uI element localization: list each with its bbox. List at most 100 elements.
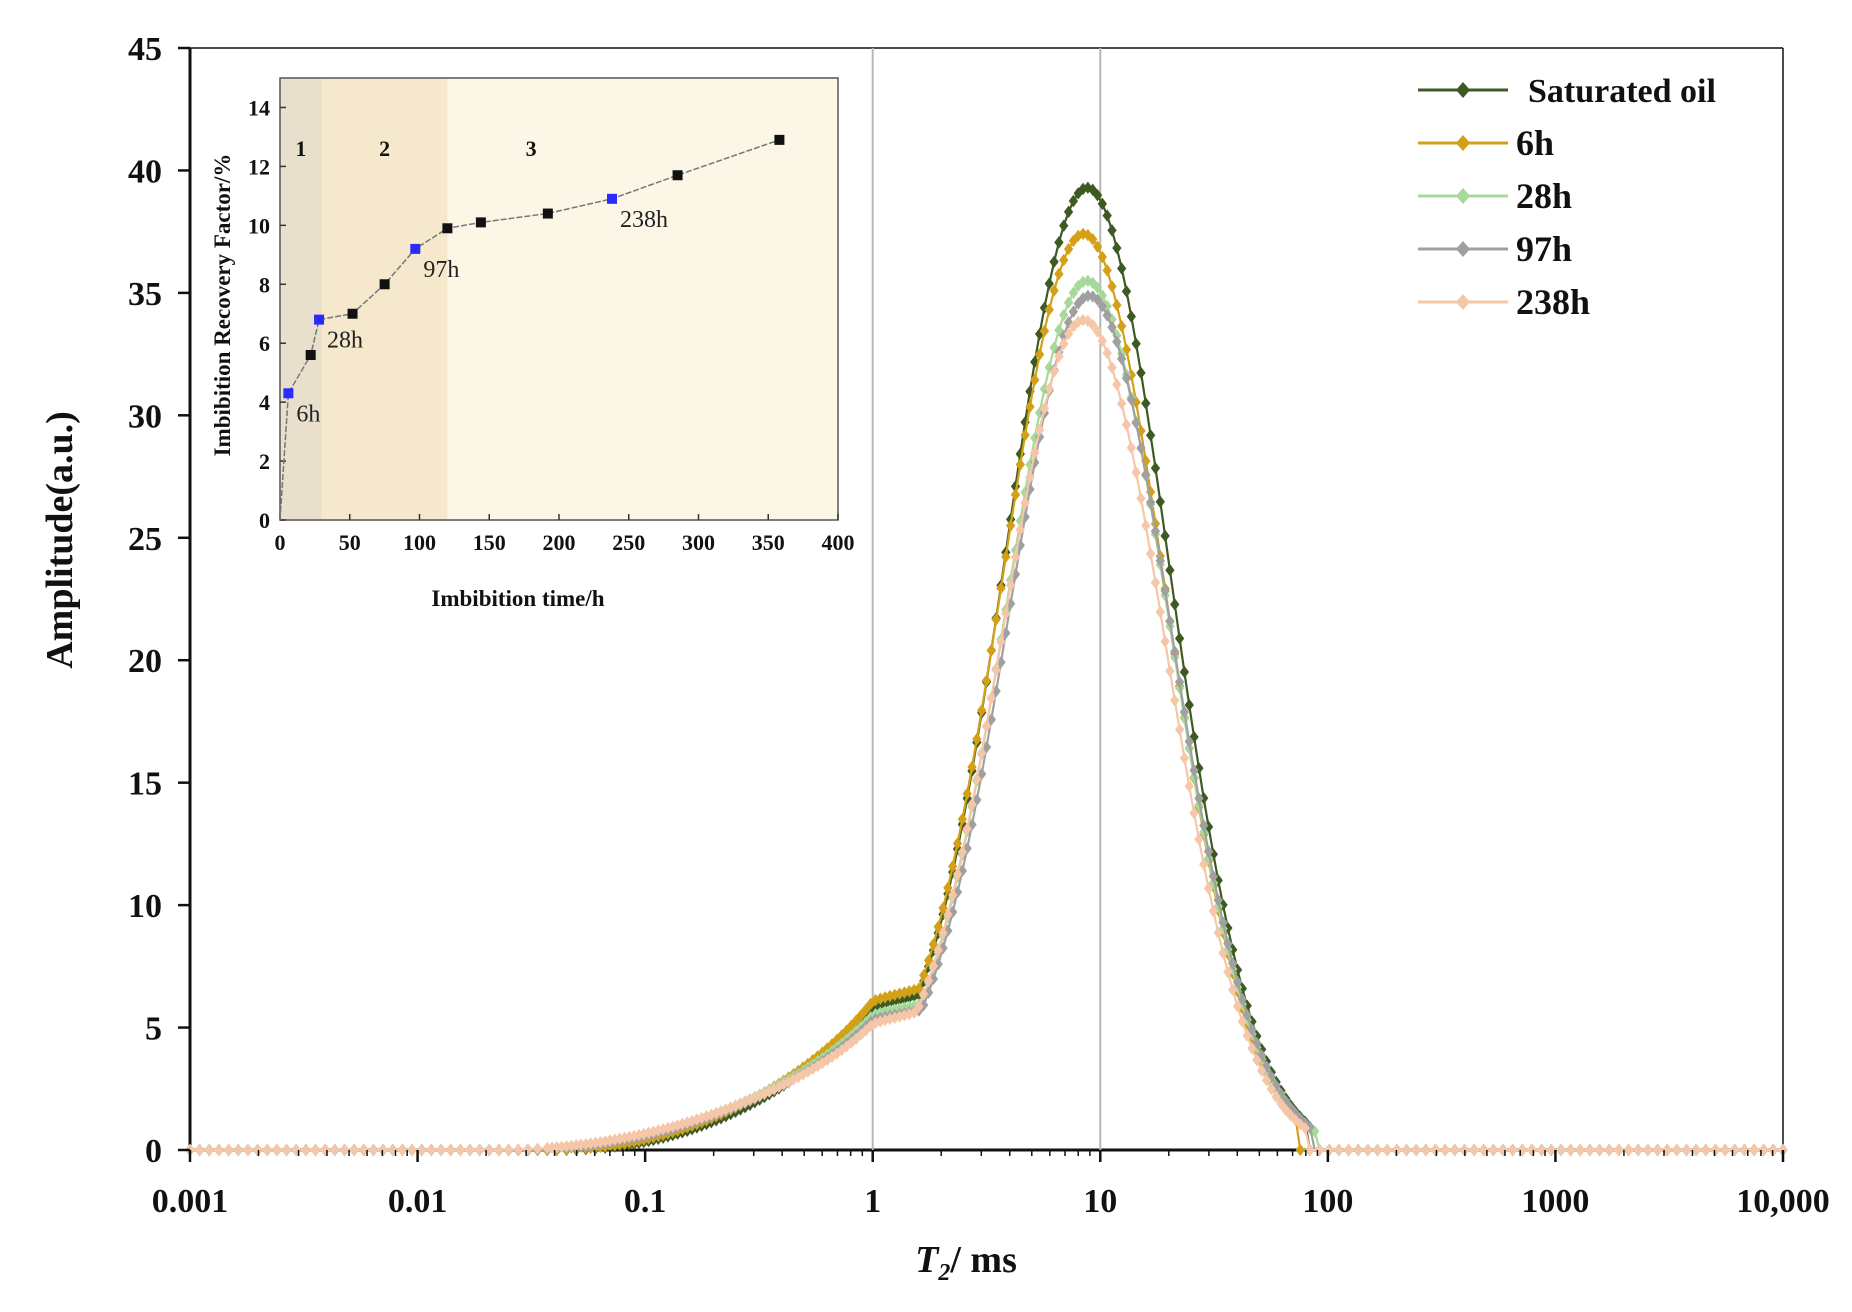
data-point-marker [919, 998, 929, 1012]
data-point-marker [1242, 1008, 1252, 1022]
data-point-marker [252, 1143, 263, 1157]
data-point-marker [1088, 318, 1098, 332]
data-point-marker [1165, 563, 1175, 577]
inset-series [279, 134, 785, 521]
inset-y-tick-label: 2 [259, 449, 270, 474]
data-point-marker [1223, 937, 1233, 950]
data-point-marker [812, 1059, 823, 1073]
data-point-marker [1189, 806, 1199, 820]
data-point-marker [1300, 1121, 1310, 1135]
inset-data-point [305, 349, 316, 360]
data-point-marker [1213, 926, 1223, 939]
y-tick-label: 45 [128, 31, 162, 68]
data-point-marker [1063, 242, 1074, 256]
inset-regions: 1 2 3 [280, 78, 838, 520]
inset-x-tick-label: 150 [473, 530, 506, 555]
data-point-marker [1078, 275, 1088, 289]
data-point-marker [808, 1062, 818, 1076]
data-point-marker [1059, 337, 1069, 351]
data-point-marker [1034, 327, 1045, 341]
data-point-marker [1073, 229, 1083, 243]
data-point-marker [1228, 957, 1238, 970]
data-point-marker [1102, 346, 1112, 360]
data-point-marker [1145, 547, 1156, 560]
inset-y-tick-label: 10 [248, 213, 270, 238]
data-point-marker [933, 943, 943, 957]
data-point-marker [1141, 519, 1151, 532]
y-tick-label: 30 [128, 398, 162, 435]
data-point-marker [1508, 1143, 1518, 1157]
data-point-marker [1136, 424, 1146, 438]
data-point-marker [1044, 303, 1054, 316]
legend-label: 97h [1516, 229, 1572, 269]
inset-data-point [347, 308, 358, 319]
data-point-marker [1121, 285, 1132, 298]
data-point-marker [1068, 286, 1079, 300]
data-point-marker [1174, 632, 1185, 645]
data-point-marker [1257, 1064, 1267, 1077]
data-point-marker [1252, 1053, 1262, 1067]
data-point-marker [1194, 792, 1204, 805]
data-point-marker [1179, 751, 1190, 765]
data-point-marker [1068, 320, 1079, 333]
data-point-marker [1097, 334, 1108, 348]
data-point-marker [726, 1101, 736, 1114]
data-point-marker [1117, 397, 1127, 410]
data-point-marker [1092, 281, 1103, 294]
legend-label: 28h [1516, 176, 1572, 216]
data-point-marker [272, 1143, 282, 1157]
inset-data-point [442, 223, 453, 234]
data-point-marker [1005, 578, 1016, 592]
data-point-marker [1150, 576, 1161, 589]
data-point-marker [962, 787, 972, 800]
data-point-marker [1199, 819, 1209, 832]
data-point-marker [1450, 1143, 1460, 1157]
data-point-marker [1203, 820, 1214, 834]
data-point-marker [1681, 1143, 1692, 1157]
y-tick-label: 5 [145, 1011, 162, 1048]
data-point-marker [1585, 1143, 1595, 1157]
data-point-marker [1199, 858, 1209, 871]
data-point-marker [1112, 335, 1122, 349]
data-point-marker [1261, 1074, 1272, 1087]
data-point-marker [972, 772, 982, 786]
data-point-marker [1208, 870, 1219, 883]
data-point-marker [1174, 723, 1185, 736]
y-axis-title: Amplitude(a.u.) [39, 411, 81, 669]
data-point-marker [1232, 1000, 1243, 1013]
data-point-marker [938, 926, 948, 940]
data-point-marker [977, 704, 987, 717]
data-point-marker [1112, 241, 1122, 255]
data-point-marker [721, 1103, 731, 1116]
data-point-marker [952, 837, 963, 850]
data-point-marker [933, 957, 943, 971]
data-point-marker [1203, 882, 1214, 895]
data-point-marker [943, 908, 953, 921]
data-point-marker [1030, 373, 1040, 387]
data-point-marker [1078, 313, 1088, 327]
data-point-marker [1343, 1143, 1354, 1157]
data-point-marker [1141, 397, 1151, 410]
data-point-marker [1141, 454, 1151, 468]
data-point-marker [1073, 315, 1083, 329]
data-point-marker [1160, 584, 1170, 598]
data-point-marker [1401, 1143, 1412, 1157]
data-point-marker [1184, 735, 1194, 748]
data-point-marker [1174, 675, 1185, 689]
data-point-marker [1247, 1042, 1257, 1055]
data-point-marker [764, 1085, 774, 1098]
data-point-marker [928, 959, 939, 973]
data-point-marker [754, 1089, 765, 1102]
data-point-marker [914, 982, 924, 995]
data-point-marker [643, 1126, 654, 1139]
data-point-marker [1073, 279, 1083, 293]
data-point-marker [972, 732, 982, 746]
data-point-marker [870, 994, 881, 1007]
data-point-marker [1102, 309, 1112, 322]
data-point-marker [1025, 482, 1035, 496]
data-point-marker [677, 1117, 688, 1131]
data-point-marker [1015, 523, 1025, 536]
data-point-marker [909, 1006, 919, 1019]
data-point-marker [566, 1139, 577, 1153]
data-point-marker [1073, 187, 1083, 200]
